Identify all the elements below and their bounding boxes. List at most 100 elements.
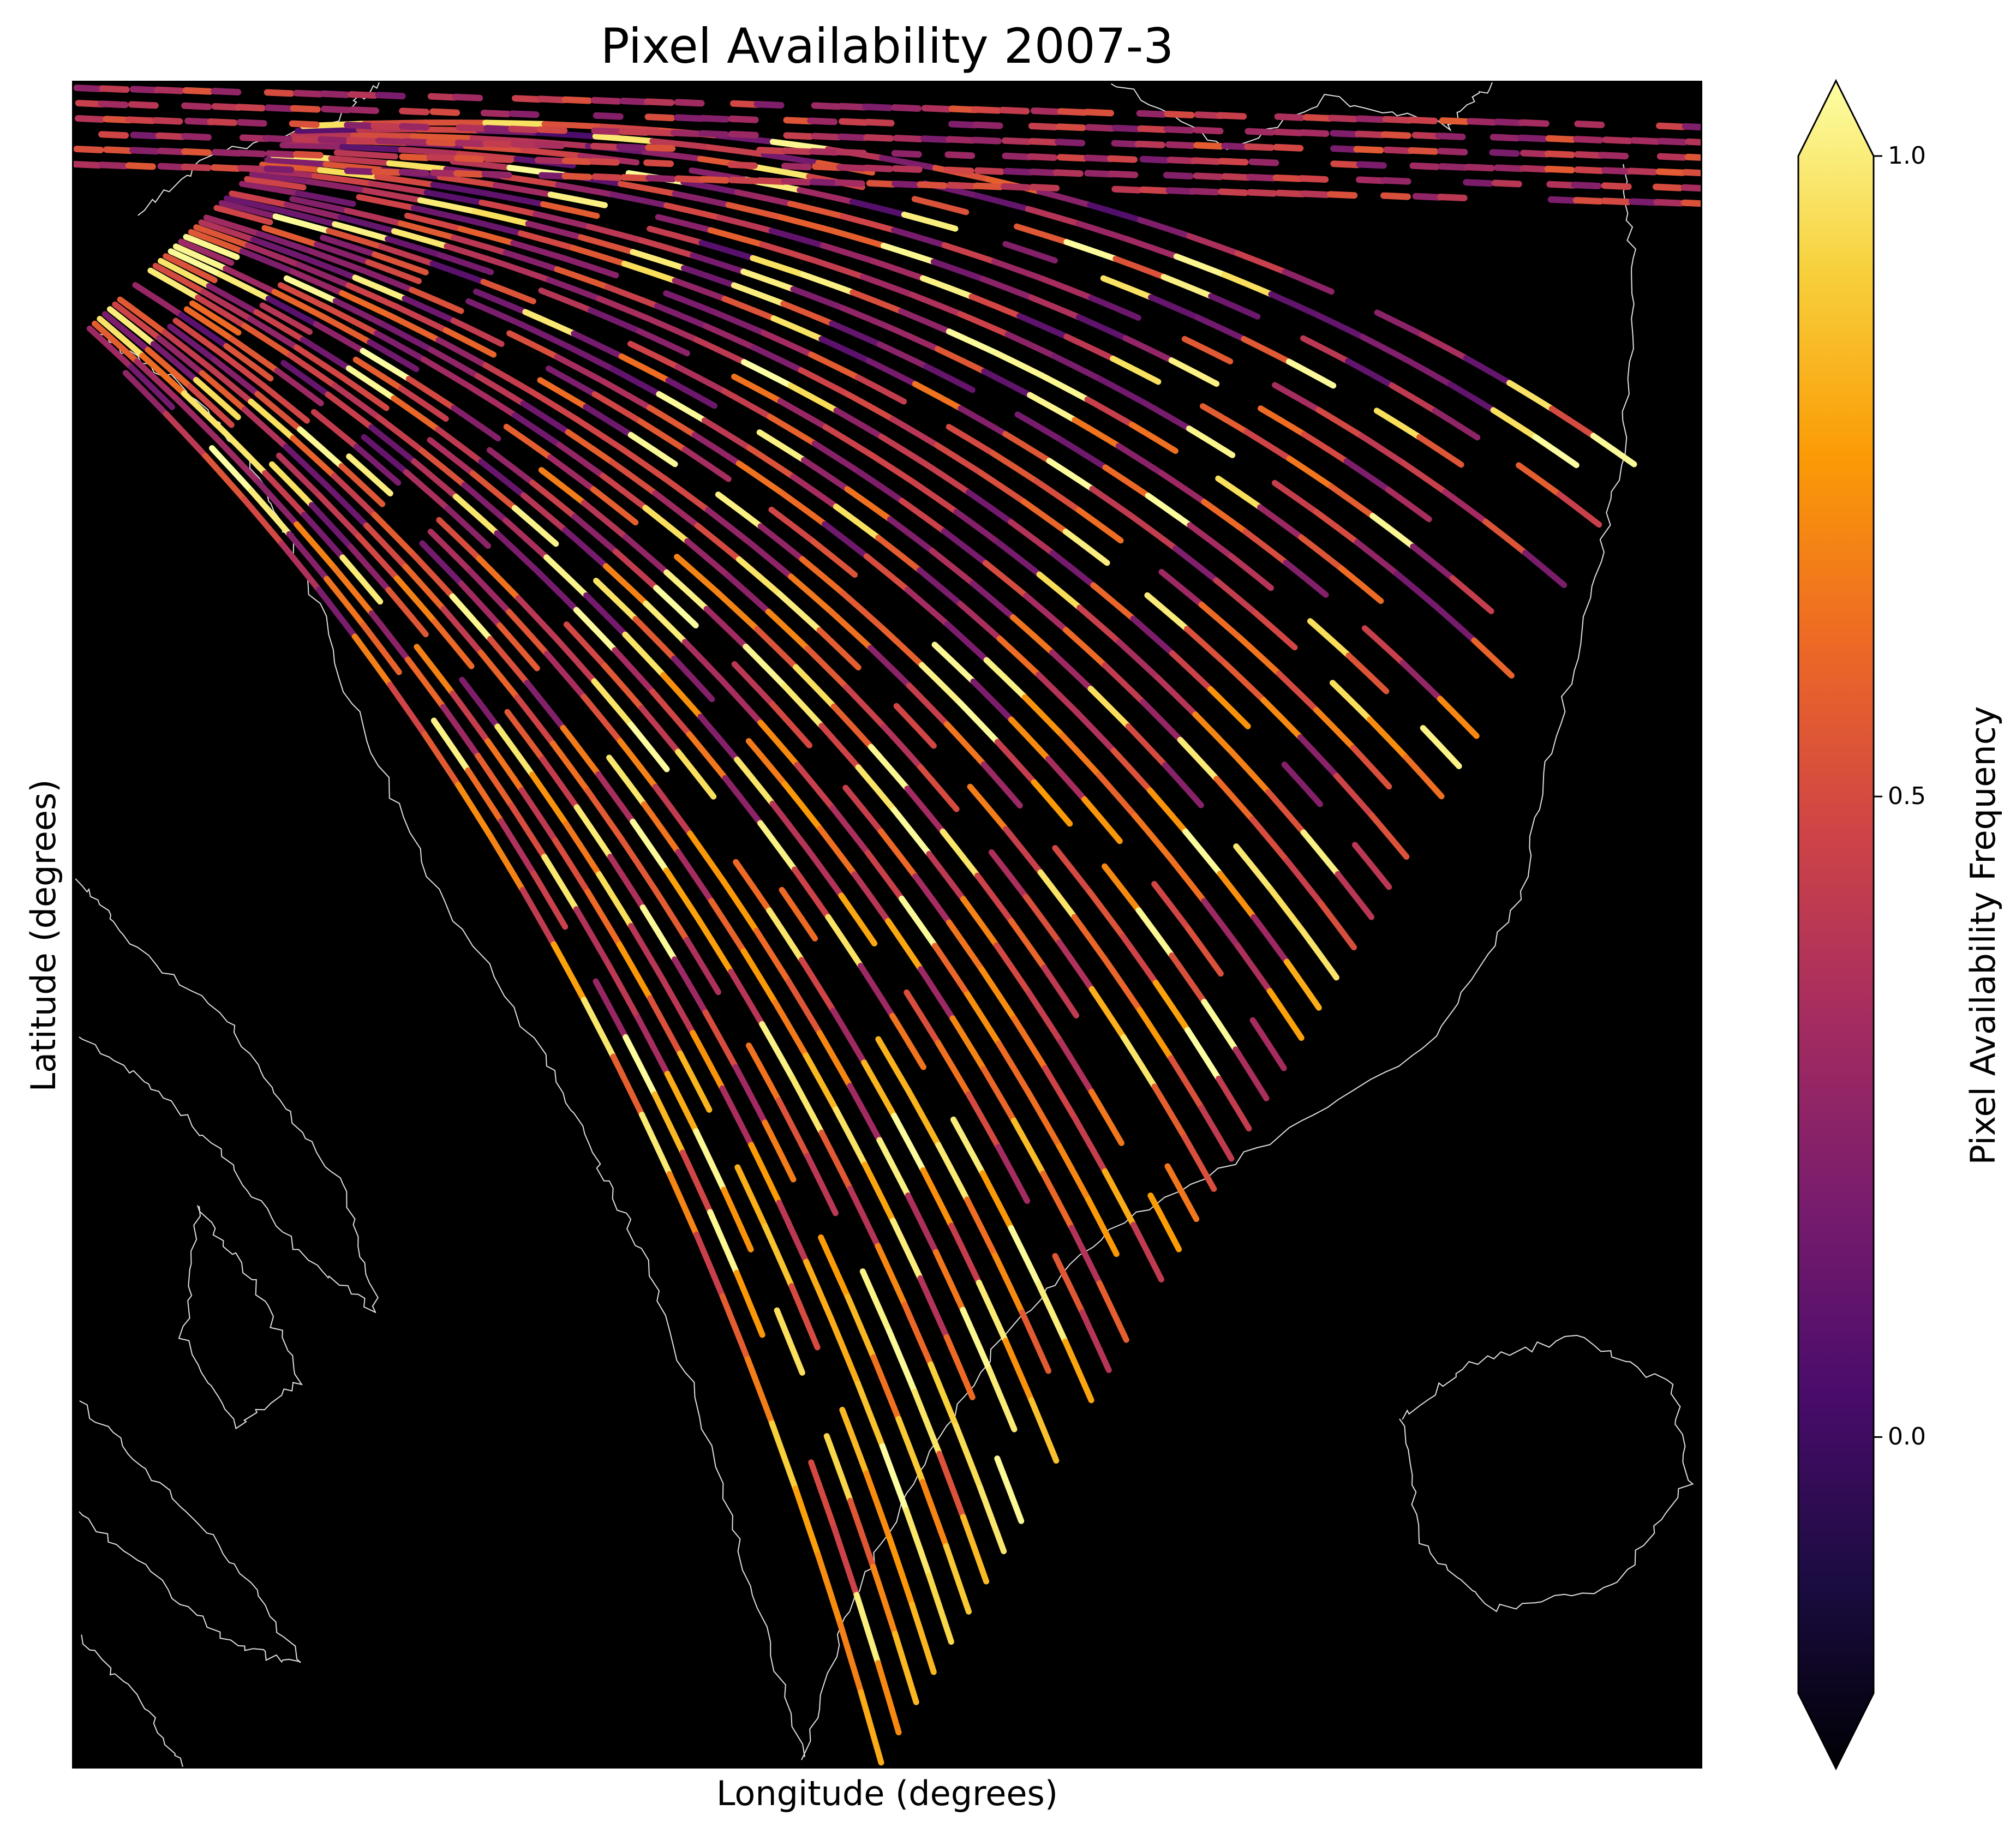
- swath-segment: [1198, 601, 1244, 642]
- swath-segment: [663, 569, 710, 612]
- swath-segment: [770, 315, 825, 342]
- swath-segment: [1081, 796, 1123, 844]
- swath-segment: [909, 291, 964, 317]
- swath-segment: [1419, 332, 1469, 362]
- swath-segment: [674, 554, 721, 596]
- swath-segment: [762, 1223, 795, 1290]
- swath-segment: [904, 786, 946, 835]
- swath-segment: [394, 575, 438, 625]
- swath-segment: [283, 275, 339, 304]
- swath-segment: [509, 802, 548, 860]
- swath-segment: [781, 178, 812, 186]
- swath-segment: [1084, 396, 1135, 428]
- swath-segment: [1014, 223, 1070, 245]
- swath-segment: [630, 249, 687, 271]
- swath-segment: [195, 295, 248, 329]
- swath-segment: [1100, 275, 1154, 301]
- swath-segment: [1272, 174, 1303, 182]
- swath-segment: [719, 1293, 751, 1362]
- swath-segment: [1333, 772, 1375, 819]
- swath-segment: [1072, 417, 1122, 449]
- swath-segment: [1147, 1192, 1182, 1252]
- swath-segment: [209, 445, 254, 494]
- swath-segment: [1076, 604, 1122, 645]
- swath-segment: [112, 301, 162, 341]
- swath-segment: [750, 255, 806, 278]
- swath-segment: [879, 155, 938, 171]
- swath-segment: [1327, 191, 1358, 199]
- swath-segment: [1572, 136, 1604, 143]
- swath-segment: [459, 676, 501, 730]
- swath-segment: [957, 311, 1011, 338]
- swath-segment: [426, 154, 457, 162]
- swath-segment: [290, 105, 321, 113]
- swath-segment: [979, 1170, 1014, 1231]
- swath-segment: [203, 214, 262, 237]
- swath-segment: [680, 179, 740, 195]
- swath-segment: [1148, 294, 1201, 321]
- swath-segment: [244, 176, 307, 191]
- swath-segment: [878, 828, 919, 879]
- swath-segment: [1467, 118, 1498, 126]
- swath-segment: [525, 220, 584, 241]
- swath-segment: [1186, 233, 1241, 256]
- swath-segment: [743, 643, 787, 689]
- swath-segment: [496, 622, 540, 672]
- swath-segment: [671, 655, 715, 703]
- swath-segment: [944, 721, 987, 768]
- swath-segment: [995, 1144, 1031, 1204]
- swath-segment: [847, 1497, 876, 1570]
- swath-segment: [202, 453, 247, 502]
- swath-segment: [693, 337, 747, 365]
- swath-segment: [1132, 812, 1173, 861]
- swath-segment: [1548, 405, 1596, 439]
- swath-segment: [1130, 615, 1176, 657]
- swath-segment: [672, 190, 732, 208]
- swath-segment: [628, 922, 666, 982]
- swath-segment: [308, 502, 354, 550]
- swath-segment: [1055, 139, 1086, 147]
- swath-segment: [1284, 958, 1322, 1011]
- swath-segment: [387, 313, 442, 343]
- swath-segment: [368, 610, 411, 663]
- swath-segment: [1234, 250, 1288, 275]
- swath-segment: [1036, 571, 1083, 611]
- swath-segment: [546, 277, 602, 302]
- swath-segment: [534, 129, 599, 140]
- swath-segment: [1274, 113, 1305, 121]
- swath-segment: [1407, 116, 1438, 124]
- swath-segment: [483, 125, 515, 133]
- swath-segment: [725, 573, 771, 615]
- swath-segment: [363, 522, 409, 570]
- swath-segment: [302, 255, 358, 281]
- swath-segment: [326, 227, 385, 250]
- swath-segment: [612, 647, 656, 695]
- swath-segment: [701, 417, 752, 451]
- swath-segment: [469, 135, 534, 145]
- swath-segment: [757, 720, 800, 768]
- swath-segment: [492, 182, 554, 198]
- swath-segment: [637, 418, 688, 453]
- swath-segment: [995, 540, 1043, 578]
- swath-segment: [538, 467, 587, 506]
- swath-segment: [1112, 124, 1143, 133]
- swath-segment: [1165, 187, 1197, 195]
- swath-segment: [799, 556, 846, 596]
- swath-segment: [810, 257, 866, 280]
- swath-segment: [1028, 138, 1059, 146]
- swath-segment: [607, 854, 646, 910]
- swath-segment: [863, 164, 894, 172]
- swath-segment: [427, 529, 474, 574]
- swath-segment: [996, 636, 1042, 678]
- swath-segment: [348, 543, 392, 593]
- swath-segment: [1139, 155, 1170, 164]
- swath-segment: [1409, 162, 1440, 170]
- swath-segment: [211, 164, 242, 172]
- swath-segment: [1008, 918, 1048, 971]
- swath-segment: [205, 363, 254, 405]
- swath-segment: [125, 162, 156, 170]
- swath-segment: [1545, 150, 1575, 158]
- swath-segment: [983, 657, 1028, 700]
- swath-segment: [991, 258, 1046, 282]
- swath-segment: [680, 265, 737, 289]
